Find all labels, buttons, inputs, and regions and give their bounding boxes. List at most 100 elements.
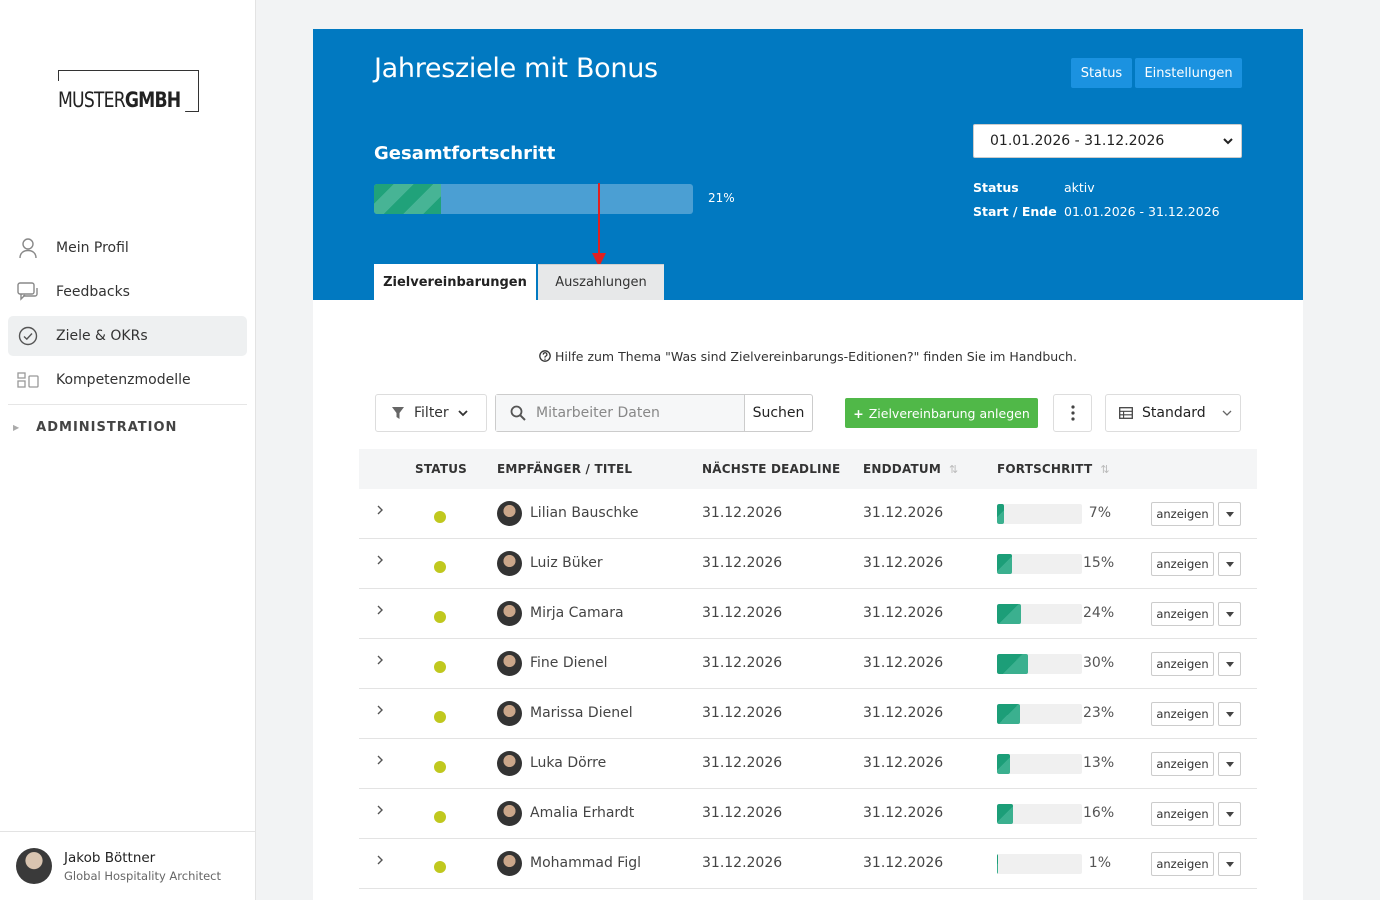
row-actions-dropdown[interactable] <box>1218 502 1241 526</box>
help-text-label: Hilfe zum Thema "Was sind Zielvereinbaru… <box>555 349 1077 364</box>
table-header: STATUS EMPFÄNGER / TITEL NÄCHSTE DEADLIN… <box>359 449 1257 489</box>
recipient-name[interactable]: Fine Dienel <box>530 655 608 671</box>
show-button[interactable]: anzeigen <box>1151 652 1214 676</box>
progress-percent: 13% <box>1083 755 1115 771</box>
recipient-name[interactable]: Lilian Bauschke <box>530 505 639 521</box>
next-deadline: 31.12.2026 <box>702 805 783 821</box>
avatar <box>497 851 522 876</box>
recipient-name[interactable]: Luiz Büker <box>530 555 603 571</box>
progress-fill <box>997 604 1022 624</box>
modules-icon <box>17 369 39 391</box>
table-row[interactable]: Marissa Dienel 31.12.2026 31.12.2026 23%… <box>359 689 1257 739</box>
nav-item-feedbacks[interactable]: Feedbacks <box>8 272 247 312</box>
table-row[interactable]: Luka Dörre 31.12.2026 31.12.2026 13% anz… <box>359 739 1257 789</box>
chevron-right-icon[interactable] <box>375 754 385 766</box>
show-button[interactable]: anzeigen <box>1151 552 1214 576</box>
progress-percent: 30% <box>1083 655 1115 671</box>
search-box <box>496 395 745 431</box>
search-button[interactable]: Suchen <box>752 405 805 421</box>
table-row[interactable]: Fine Dienel 31.12.2026 31.12.2026 30% an… <box>359 639 1257 689</box>
nav-item-competencies[interactable]: Kompetenzmodelle <box>8 360 247 400</box>
status-dot <box>434 561 446 573</box>
row-actions-dropdown[interactable] <box>1218 602 1241 626</box>
col-end-date[interactable]: ENDDATUM ⇅ <box>863 462 958 476</box>
progress-bar <box>997 754 1082 774</box>
chevron-right-icon[interactable] <box>375 854 385 866</box>
table-row[interactable]: Lilian Bauschke 31.12.2026 31.12.2026 7%… <box>359 489 1257 539</box>
recipient-name[interactable]: Luka Dörre <box>530 755 607 771</box>
sort-icon: ⇅ <box>1100 462 1110 476</box>
col-end-date-label: ENDDATUM <box>863 462 941 476</box>
chevron-right-icon[interactable] <box>375 654 385 666</box>
chevron-right-icon[interactable] <box>375 504 385 516</box>
show-button[interactable]: anzeigen <box>1151 602 1214 626</box>
table-row[interactable]: Mirja Camara 31.12.2026 31.12.2026 24% a… <box>359 589 1257 639</box>
status-dot <box>434 661 446 673</box>
tab-agreements[interactable]: Zielvereinbarungen <box>374 264 536 300</box>
next-deadline: 31.12.2026 <box>702 705 783 721</box>
chevron-right-icon[interactable] <box>375 554 385 566</box>
recipient-name[interactable]: Mohammad Figl <box>530 855 641 871</box>
chevron-right-icon[interactable] <box>375 804 385 816</box>
chevron-right-icon[interactable] <box>375 704 385 716</box>
show-button[interactable]: anzeigen <box>1151 752 1214 776</box>
avatar <box>497 751 522 776</box>
nav-item-administration[interactable]: ▶ ADMINISTRATION <box>8 405 247 449</box>
chevron-down-icon <box>458 410 468 417</box>
user-name: Jakob Böttner <box>64 849 156 866</box>
recipient-name[interactable]: Mirja Camara <box>530 605 624 621</box>
show-button[interactable]: anzeigen <box>1151 702 1214 726</box>
table-row[interactable]: Mohammad Figl 31.12.2026 31.12.2026 1% a… <box>359 839 1257 889</box>
annotation-arrow <box>592 183 606 267</box>
end-date: 31.12.2026 <box>863 555 944 571</box>
caret-down-icon <box>1225 811 1234 817</box>
progress-fill <box>997 704 1021 724</box>
show-button[interactable]: anzeigen <box>1151 502 1214 526</box>
progress-bar <box>997 554 1082 574</box>
progress-bar <box>997 804 1082 824</box>
caret-down-icon <box>1225 661 1234 667</box>
next-deadline: 31.12.2026 <box>702 655 783 671</box>
chevron-right-icon[interactable] <box>375 604 385 616</box>
status-dot <box>434 511 446 523</box>
more-options-button[interactable] <box>1053 394 1092 432</box>
row-actions-dropdown[interactable] <box>1218 852 1241 876</box>
status-meta-label: Status <box>973 180 1019 195</box>
col-recipient: EMPFÄNGER / TITEL <box>497 462 633 476</box>
view-select[interactable]: Standard <box>1105 394 1241 432</box>
row-actions-dropdown[interactable] <box>1218 652 1241 676</box>
show-button[interactable]: anzeigen <box>1151 852 1214 876</box>
table-row[interactable]: Luiz Büker 31.12.2026 31.12.2026 15% anz… <box>359 539 1257 589</box>
avatar <box>497 551 522 576</box>
edition-status: Status aktiv <box>973 180 1095 195</box>
row-actions-dropdown[interactable] <box>1218 752 1241 776</box>
question-circle-icon <box>539 349 555 364</box>
current-user[interactable]: Jakob Böttner Global Hospitality Archite… <box>0 831 255 900</box>
tab-payouts[interactable]: Auszahlungen <box>538 264 664 300</box>
row-actions-dropdown[interactable] <box>1218 702 1241 726</box>
table-icon <box>1119 407 1133 419</box>
overall-progress-fill <box>374 184 441 214</box>
search-group: Suchen <box>495 394 813 432</box>
status-meta-value: aktiv <box>1064 180 1095 195</box>
col-progress[interactable]: FORTSCHRITT ⇅ <box>997 462 1110 476</box>
settings-button[interactable]: Einstellungen <box>1135 58 1242 88</box>
recipient-name[interactable]: Marissa Dienel <box>530 705 633 721</box>
search-input[interactable] <box>536 405 726 421</box>
help-text[interactable]: Hilfe zum Thema "Was sind Zielvereinbaru… <box>313 349 1303 364</box>
add-agreement-button[interactable]: + Zielvereinbarung anlegen <box>845 398 1038 428</box>
table-row[interactable]: Amalia Erhardt 31.12.2026 31.12.2026 16%… <box>359 789 1257 839</box>
caret-down-icon <box>1225 611 1234 617</box>
company-logo[interactable]: MUSTERGMBH <box>57 70 199 115</box>
nav-item-goals[interactable]: Ziele & OKRs <box>8 316 247 356</box>
date-range-select[interactable]: 01.01.2026 - 31.12.2026 <box>973 124 1242 158</box>
recipient-name[interactable]: Amalia Erhardt <box>530 805 635 821</box>
row-actions-dropdown[interactable] <box>1218 802 1241 826</box>
filter-button[interactable]: Filter <box>375 394 487 432</box>
col-status: STATUS <box>415 462 468 476</box>
status-button[interactable]: Status <box>1071 58 1132 88</box>
progress-fill <box>997 804 1014 824</box>
nav-item-profile[interactable]: Mein Profil <box>8 228 247 268</box>
row-actions-dropdown[interactable] <box>1218 552 1241 576</box>
show-button[interactable]: anzeigen <box>1151 802 1214 826</box>
